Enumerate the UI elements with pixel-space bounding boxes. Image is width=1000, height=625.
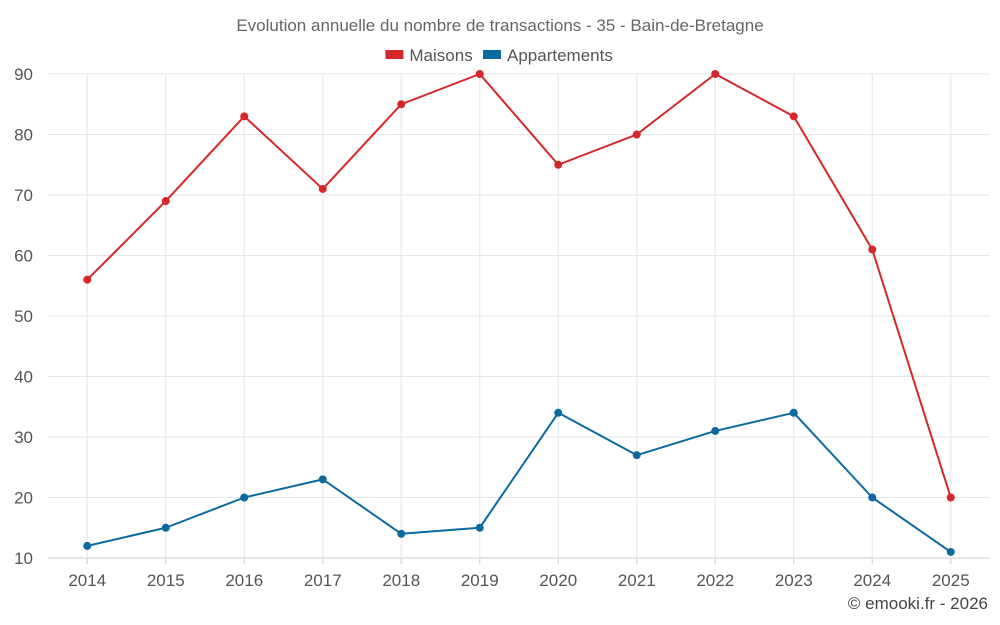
x-tick-label: 2014 [68,571,106,590]
data-point-maisons-2025[interactable] [946,493,955,502]
data-point-appartements-2016[interactable] [240,493,249,502]
y-tick-label: 80 [14,126,33,145]
x-tick-label: 2025 [932,571,970,590]
x-tick-label: 2018 [382,571,420,590]
y-tick-label: 20 [14,489,33,508]
data-point-maisons-2023[interactable] [789,112,798,121]
legend-item-appartements[interactable]: Appartements [483,46,613,65]
grid [48,73,990,559]
legend-swatch-appartements [483,50,501,59]
data-point-maisons-2018[interactable] [397,100,406,109]
data-point-appartements-2021[interactable] [632,451,641,460]
series-group [83,70,955,556]
x-tick-label: 2020 [539,571,577,590]
x-tick-label: 2024 [853,571,891,590]
y-tick-label: 10 [14,549,33,568]
legend-item-maisons[interactable]: Maisons [385,46,473,65]
credit-text: © emooki.fr - 2026 [848,594,988,613]
series-maisons [83,70,955,502]
y-tick-label: 90 [14,65,33,84]
y-tick-label: 60 [14,247,33,266]
series-line-appartements [87,411,952,553]
data-point-appartements-2023[interactable] [789,408,798,417]
data-point-appartements-2015[interactable] [161,523,170,532]
y-tick-label: 50 [14,307,33,326]
data-point-maisons-2019[interactable] [475,70,484,78]
data-point-appartements-2022[interactable] [711,426,720,435]
data-point-appartements-2017[interactable] [318,475,327,484]
data-point-appartements-2020[interactable] [554,408,563,417]
data-point-maisons-2016[interactable] [240,112,249,121]
data-point-maisons-2014[interactable] [83,275,92,284]
data-point-maisons-2021[interactable] [632,130,641,139]
chart-title: Evolution annuelle du nombre de transact… [236,16,763,35]
y-tick-label: 70 [14,186,33,205]
y-tick-label: 30 [14,428,33,447]
legend: Maisons Appartements [385,46,613,65]
y-tick-label: 40 [14,368,33,387]
data-point-maisons-2024[interactable] [868,245,877,254]
x-tick-label: 2023 [775,571,813,590]
y-axis: 10 20 30 40 50 60 70 80 90 [14,65,33,568]
data-point-appartements-2019[interactable] [475,523,484,532]
x-tick-label: 2015 [147,571,185,590]
data-point-maisons-2017[interactable] [318,184,327,193]
legend-swatch-maisons [385,50,404,59]
series-appartements [83,408,955,556]
x-tick-label: 2017 [304,571,342,590]
data-point-maisons-2020[interactable] [554,160,563,169]
data-point-appartements-2014[interactable] [83,541,92,550]
x-tick-label: 2019 [461,571,499,590]
x-tick-label: 2021 [618,571,656,590]
series-line-maisons [86,73,952,498]
legend-label-appartements: Appartements [507,46,613,65]
data-point-appartements-2018[interactable] [397,529,406,538]
x-axis: 2014 2015 2016 2017 2018 2019 2020 2021 2022 2023… [68,558,970,590]
data-point-maisons-2022[interactable] [711,70,720,78]
data-point-maisons-2015[interactable] [161,197,170,206]
x-tick-label: 2016 [225,571,263,590]
legend-label-maisons: Maisons [409,46,472,65]
data-point-appartements-2024[interactable] [868,493,877,502]
data-point-appartements-2025[interactable] [946,547,955,556]
x-tick-label: 2022 [696,571,734,590]
